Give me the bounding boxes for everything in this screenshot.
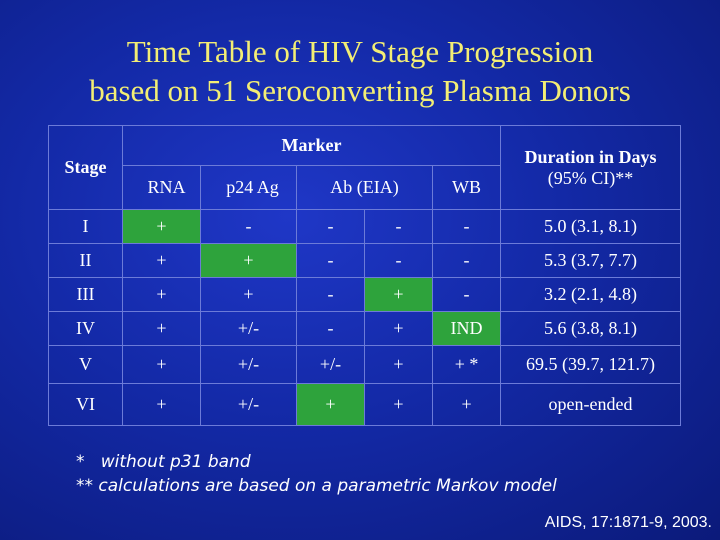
duration-cell: 5.6 (3.8, 8.1) [500,311,682,346]
ab-cell-2: + [364,345,433,384]
duration-cell: 5.3 (3.7, 7.7) [500,243,682,278]
ab-cell-1: +/- [296,345,365,384]
p24-cell: +/- [200,383,297,426]
title-line-2: based on 51 Seroconverting Plasma Donors [89,73,631,108]
subheader-wb: WB [431,165,502,210]
rna-cell: + [122,383,201,426]
stage-header: Stage [48,125,123,210]
wb-cell: - [431,277,502,312]
p24-cell: +/- [200,345,297,384]
rna-cell: + [122,311,201,346]
header-row-1: Stage Marker Duration in Days (95% CI)** [48,125,682,210]
ab-cell-1: - [296,209,365,244]
ab-cell-2: + [364,277,433,312]
title-line-1: Time Table of HIV Stage Progression [126,34,594,69]
duration-cell: 69.5 (39.7, 121.7) [500,345,682,384]
stage-progression-table: Stage Marker Duration in Days (95% CI)**… [48,125,682,426]
duration-header-line-1: Duration in Days [524,146,657,167]
duration-cell: 5.0 (3.1, 8.1) [500,209,682,244]
ab-cell-1: - [296,311,365,346]
rna-cell: + [122,209,201,244]
header-row-2: RNA p24 Ag Ab (EIA) WB [49,165,681,210]
ab-cell-2: - [364,243,433,278]
stage-cell: V [48,345,123,384]
subheader-p24: p24 Ag [200,165,297,210]
subheader-ab-eia: Ab (EIA) [296,165,433,210]
duration-cell: 3.2 (2.1, 4.8) [500,277,682,312]
rna-cell: + [122,277,201,312]
wb-cell: + * [431,345,502,384]
ab-cell-1: - [296,243,365,278]
ab-cell-2: + [364,383,433,426]
subheader-rna: RNA [122,165,201,210]
ab-cell-1: + [296,383,365,426]
footnote-1: * without p31 band [76,452,251,472]
duration-header: Duration in Days (95% CI)** [500,125,682,210]
marker-header: Marker [121,125,502,166]
p24-cell: +/- [200,311,297,346]
wb-cell: - [431,209,502,244]
citation: AIDS, 17:1871-9, 2003. [544,514,712,531]
table-row: III + + - + - 3.2 (2.1, 4.8) [48,277,682,312]
stage-cell: III [48,277,123,312]
stage-cell: VI [48,383,123,426]
wb-cell: + [431,383,502,426]
ab-cell-2: + [364,311,433,346]
rna-cell: + [122,243,201,278]
stage-cell: I [48,209,123,244]
p24-cell: + [200,243,297,278]
wb-cell: IND [431,311,502,346]
p24-cell: - [200,209,297,244]
rna-cell: + [122,345,201,384]
stage-cell: IV [48,311,123,346]
table-row: II + + - - - 5.3 (3.7, 7.7) [48,243,682,278]
wb-cell: - [431,243,502,278]
stage-cell: II [48,243,123,278]
p24-cell: + [200,277,297,312]
ab-cell-2: - [364,209,433,244]
footnotes: * without p31 band ** calculations are b… [76,450,557,498]
duration-cell: open-ended [500,383,682,426]
duration-header-line-2: (95% CI)** [547,167,634,188]
table-row: VI + +/- + + + open-ended [48,383,682,426]
slide-title: Time Table of HIV Stage Progression base… [0,32,720,110]
table-row: IV + +/- - + IND 5.6 (3.8, 8.1) [48,311,682,346]
table-row: I + - - - - 5.0 (3.1, 8.1) [48,209,682,244]
table-row: V + +/- +/- + + * 69.5 (39.7, 121.7) [48,345,682,384]
footnote-2: ** calculations are based on a parametri… [76,476,557,496]
ab-cell-1: - [296,277,365,312]
